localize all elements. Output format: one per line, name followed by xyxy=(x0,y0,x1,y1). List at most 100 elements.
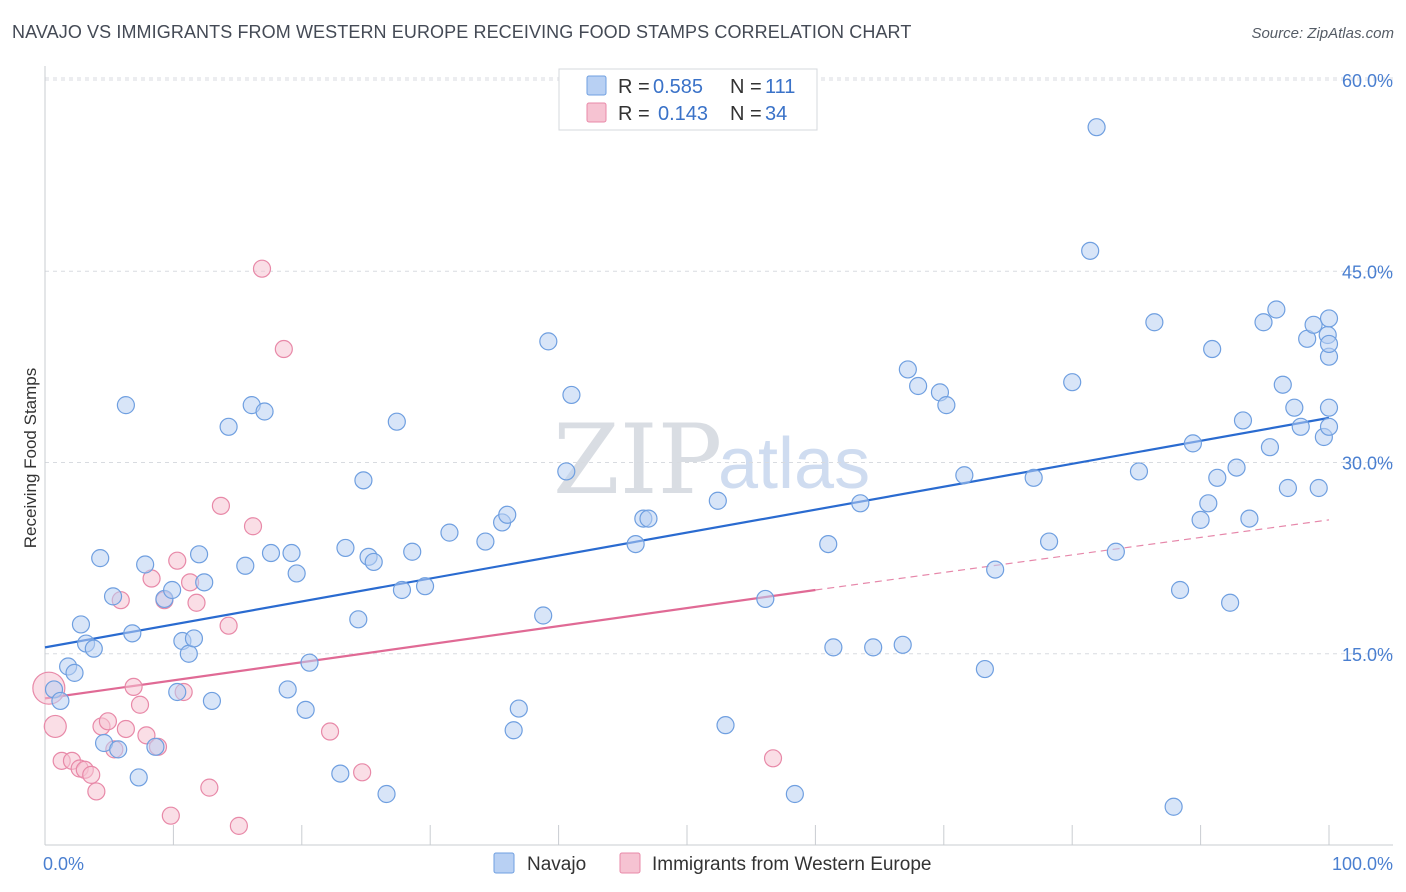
trend-lines xyxy=(44,416,1330,700)
legend-n-label-immigrants: N = xyxy=(730,103,762,125)
point-navajo xyxy=(626,534,645,554)
point-immigrants xyxy=(219,616,238,635)
point-immigrants xyxy=(161,806,180,825)
point-immigrants xyxy=(320,722,340,741)
point-navajo xyxy=(109,740,128,759)
point-navajo xyxy=(1319,334,1339,354)
point-navajo xyxy=(1183,434,1202,453)
y-axis-title: Receiving Food Stamps xyxy=(21,368,40,548)
point-navajo xyxy=(65,663,84,682)
point-navajo xyxy=(819,534,838,554)
point-immigrants xyxy=(124,677,143,697)
point-navajo xyxy=(146,737,165,756)
point-navajo xyxy=(354,471,373,490)
point-navajo xyxy=(498,505,517,524)
point-navajo xyxy=(1304,315,1323,334)
point-navajo xyxy=(1291,417,1310,436)
legend-r-label-immigrants: R = xyxy=(618,103,650,125)
point-navajo xyxy=(986,560,1005,579)
point-immigrants xyxy=(353,763,372,782)
trend-line-immigrants-extension xyxy=(815,519,1330,591)
point-navajo xyxy=(1170,580,1190,600)
point-navajo xyxy=(557,462,576,481)
point-immigrants xyxy=(274,339,293,359)
tick-labels: 15.0% 30.0% 45.0% 60.0% 0.0% 100.0% xyxy=(43,71,1393,874)
point-navajo xyxy=(71,615,91,634)
point-navajo xyxy=(377,784,396,804)
point-navajo xyxy=(349,610,368,629)
bottom-legend-label-immigrants: Immigrants from Western Europe xyxy=(652,854,931,875)
point-navajo xyxy=(1145,313,1164,332)
x-tick-label-100: 100.0% xyxy=(1332,854,1393,874)
point-navajo xyxy=(639,509,658,528)
point-navajo xyxy=(282,543,301,563)
point-navajo xyxy=(1309,478,1328,498)
watermark-zip: ZIP xyxy=(553,404,722,516)
legend-n-value-immigrants: 34 xyxy=(765,103,787,125)
x-tick-label-0: 0.0% xyxy=(43,854,84,874)
point-immigrants xyxy=(229,816,248,835)
point-navajo xyxy=(504,721,523,740)
point-navajo xyxy=(909,376,928,396)
point-navajo xyxy=(195,573,214,592)
point-navajo xyxy=(1191,510,1210,529)
point-navajo xyxy=(300,653,319,672)
point-navajo xyxy=(364,552,383,572)
point-navajo xyxy=(103,587,123,606)
point-immigrants xyxy=(82,765,101,784)
point-navajo xyxy=(851,494,870,513)
legend-r-value-navajo: 0.585 xyxy=(653,76,703,98)
point-immigrants xyxy=(116,719,135,739)
watermark: ZIP atlas xyxy=(553,404,870,516)
point-immigrants xyxy=(187,593,206,612)
legend-r-value-immigrants: 0.143 xyxy=(658,103,708,125)
point-navajo xyxy=(91,549,110,568)
point-navajo xyxy=(1267,300,1286,319)
point-immigrants xyxy=(252,259,272,278)
bottom-legend-label-navajo: Navajo xyxy=(527,854,586,875)
point-navajo xyxy=(51,691,70,711)
bottom-legend-swatch-immigrants xyxy=(619,852,641,874)
point-navajo xyxy=(1278,478,1298,498)
point-navajo xyxy=(1273,375,1292,394)
bottom-legend: Navajo Immigrants from Western Europe xyxy=(493,852,931,875)
point-navajo xyxy=(1227,458,1246,477)
point-navajo xyxy=(440,523,459,542)
y-tick-label-60: 60.0% xyxy=(1342,71,1393,91)
point-immigrants xyxy=(200,778,219,797)
point-navajo xyxy=(1319,417,1339,436)
point-navajo xyxy=(1106,542,1125,561)
point-navajo xyxy=(331,764,350,783)
point-navajo xyxy=(219,417,238,436)
point-navajo xyxy=(1129,462,1149,481)
point-navajo xyxy=(236,556,255,575)
y-tick-label-30: 30.0% xyxy=(1342,454,1393,474)
y-tick-label-15: 15.0% xyxy=(1342,645,1393,665)
legend: R = 0.585 N = 111 R = 0.143 N = 34 xyxy=(558,68,818,131)
chart-title: NAVAJO VS IMMIGRANTS FROM WESTERN EUROPE… xyxy=(12,22,912,42)
source-label: Source: ZipAtlas.com xyxy=(1251,25,1394,42)
axes xyxy=(44,66,1393,846)
watermark-atlas: atlas xyxy=(718,424,870,504)
point-navajo xyxy=(255,402,274,421)
point-navajo xyxy=(1164,797,1183,816)
data-points xyxy=(32,118,1339,835)
trend-line-navajo xyxy=(44,416,1330,649)
point-navajo xyxy=(1024,468,1043,487)
point-navajo xyxy=(534,606,553,625)
point-navajo xyxy=(509,699,528,718)
point-navajo xyxy=(1285,398,1304,417)
point-navajo xyxy=(1319,398,1339,417)
point-navajo xyxy=(716,716,735,735)
point-navajo xyxy=(1208,468,1227,487)
point-navajo xyxy=(1240,509,1259,528)
point-immigrants xyxy=(243,517,263,536)
point-navajo xyxy=(1233,411,1253,430)
point-navajo xyxy=(893,635,912,654)
legend-n-value-navajo: 111 xyxy=(765,76,795,98)
trend-line-immigrants xyxy=(44,588,816,700)
point-navajo xyxy=(261,543,281,563)
point-immigrants xyxy=(130,695,150,714)
point-navajo xyxy=(415,577,435,596)
